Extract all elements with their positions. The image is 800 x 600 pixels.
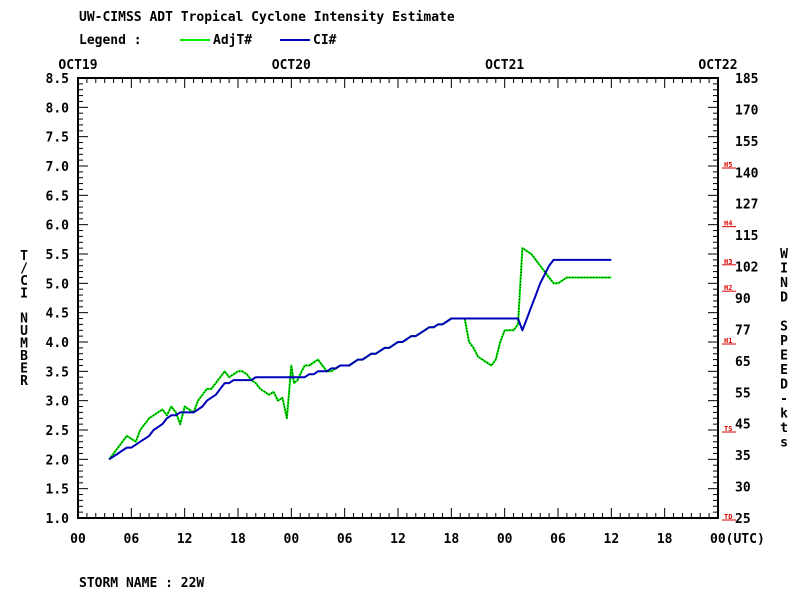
x-tick-label: 06 (337, 532, 353, 547)
y-tick-label: 8.0 (46, 101, 70, 116)
x-tick-label: 12 (604, 532, 620, 547)
x-tick-label: 00 (284, 532, 300, 547)
y2-tick-label: 45 (735, 418, 751, 433)
series-lines (108, 247, 612, 461)
plot-axes (77, 77, 719, 519)
y-tick-label: 1.5 (46, 483, 69, 498)
date-label-3: OCT22 (698, 58, 737, 73)
x-tick-label: 12 (390, 532, 406, 547)
x-tick-label: 00 (497, 532, 513, 547)
y2-tick-label: 102 (735, 261, 758, 276)
series-line-adjt (108, 247, 612, 460)
category-marker-label: H3 (724, 258, 732, 266)
y-tick-label: 7.5 (46, 131, 69, 146)
x-tick-label: 18 (444, 532, 460, 547)
x-tick-label: 00 (70, 532, 86, 547)
category-marker-label: TS (724, 425, 732, 433)
y-tick-label: 6.0 (46, 219, 70, 234)
x-tick-label: 06 (550, 532, 566, 547)
category-marker-label: H4 (724, 220, 732, 228)
y-axis-ticks: 1.0 1.5 2.0 2.5 3.0 3.5 4.0 4.5 5.0 5.5 6.0 6.5 7.0 7… (46, 72, 718, 527)
y2-tick-label: 140 (735, 166, 759, 181)
category-marker-label: H2 (724, 284, 732, 292)
legend-label: Legend : (79, 33, 142, 48)
y2-tick-label: 65 (735, 355, 751, 370)
x-tick-label: 18 (657, 532, 673, 547)
plot-frame (77, 77, 719, 519)
intensity-category-markers: TD TS H1 H2 H3 H4 H5 (722, 161, 736, 521)
y2-tick-label: 77 (735, 323, 751, 338)
y-tick-label: 7.0 (46, 160, 70, 175)
y-tick-label: 4.5 (46, 307, 69, 322)
date-label-1: OCT20 (272, 58, 311, 73)
y2-tick-label: 127 (735, 198, 758, 213)
series-line-adjt-dots (108, 247, 612, 460)
y-tick-label: 3.5 (46, 365, 69, 380)
y2-tick-label: 35 (735, 449, 751, 464)
x-tick-label: 18 (230, 532, 246, 547)
y2-tick-label: 185 (735, 72, 758, 87)
y-tick-label: 5.0 (46, 277, 70, 292)
y-tick-label: 3.0 (46, 395, 70, 410)
y2-tick-label: 115 (735, 229, 758, 244)
category-marker-label: H1 (724, 337, 732, 345)
y-tick-label: 4.0 (46, 336, 70, 351)
x-tick-label: 00(UTC) (710, 532, 765, 547)
y-tick-label: 1.0 (46, 512, 70, 527)
x-axis-ticks: 00 06 12 18 00 06 12 18 00 06 12 18 00(UTC) (70, 78, 765, 547)
y-tick-label: 6.5 (46, 189, 69, 204)
date-label-2: OCT21 (485, 58, 524, 73)
y2-tick-label: 170 (735, 103, 759, 118)
category-marker-label: H5 (724, 161, 732, 169)
y-tick-label: 2.0 (46, 453, 70, 468)
legend-ci-label: CI# (313, 33, 337, 48)
x-tick-label: 06 (124, 532, 140, 547)
date-labels: OCT19 OCT20 OCT21 OCT22 (58, 58, 737, 73)
category-marker-label: TD (724, 513, 732, 521)
y-tick-label: 2.5 (46, 424, 69, 439)
y2-axis-ticks: 25 30 35 45 55 65 77 90 102 115 127 140 155 170 185 (735, 72, 759, 527)
y2-tick-label: 90 (735, 292, 751, 307)
x-tick-label: 12 (177, 532, 193, 547)
y2-tick-label: 55 (735, 386, 751, 401)
y2-tick-label: 25 (735, 512, 751, 527)
series-line-ci (108, 258, 612, 461)
y-tick-label: 8.5 (46, 72, 69, 87)
chart-title: UW-CIMSS ADT Tropical Cyclone Intensity … (79, 10, 455, 25)
y-tick-label: 5.5 (46, 248, 69, 263)
y2-tick-label: 155 (735, 135, 758, 150)
legend-adjt-label: AdjT# (213, 33, 252, 48)
storm-name: STORM NAME : 22W (79, 576, 204, 591)
date-label-0: OCT19 (58, 58, 97, 73)
y2-tick-label: 30 (735, 481, 751, 496)
